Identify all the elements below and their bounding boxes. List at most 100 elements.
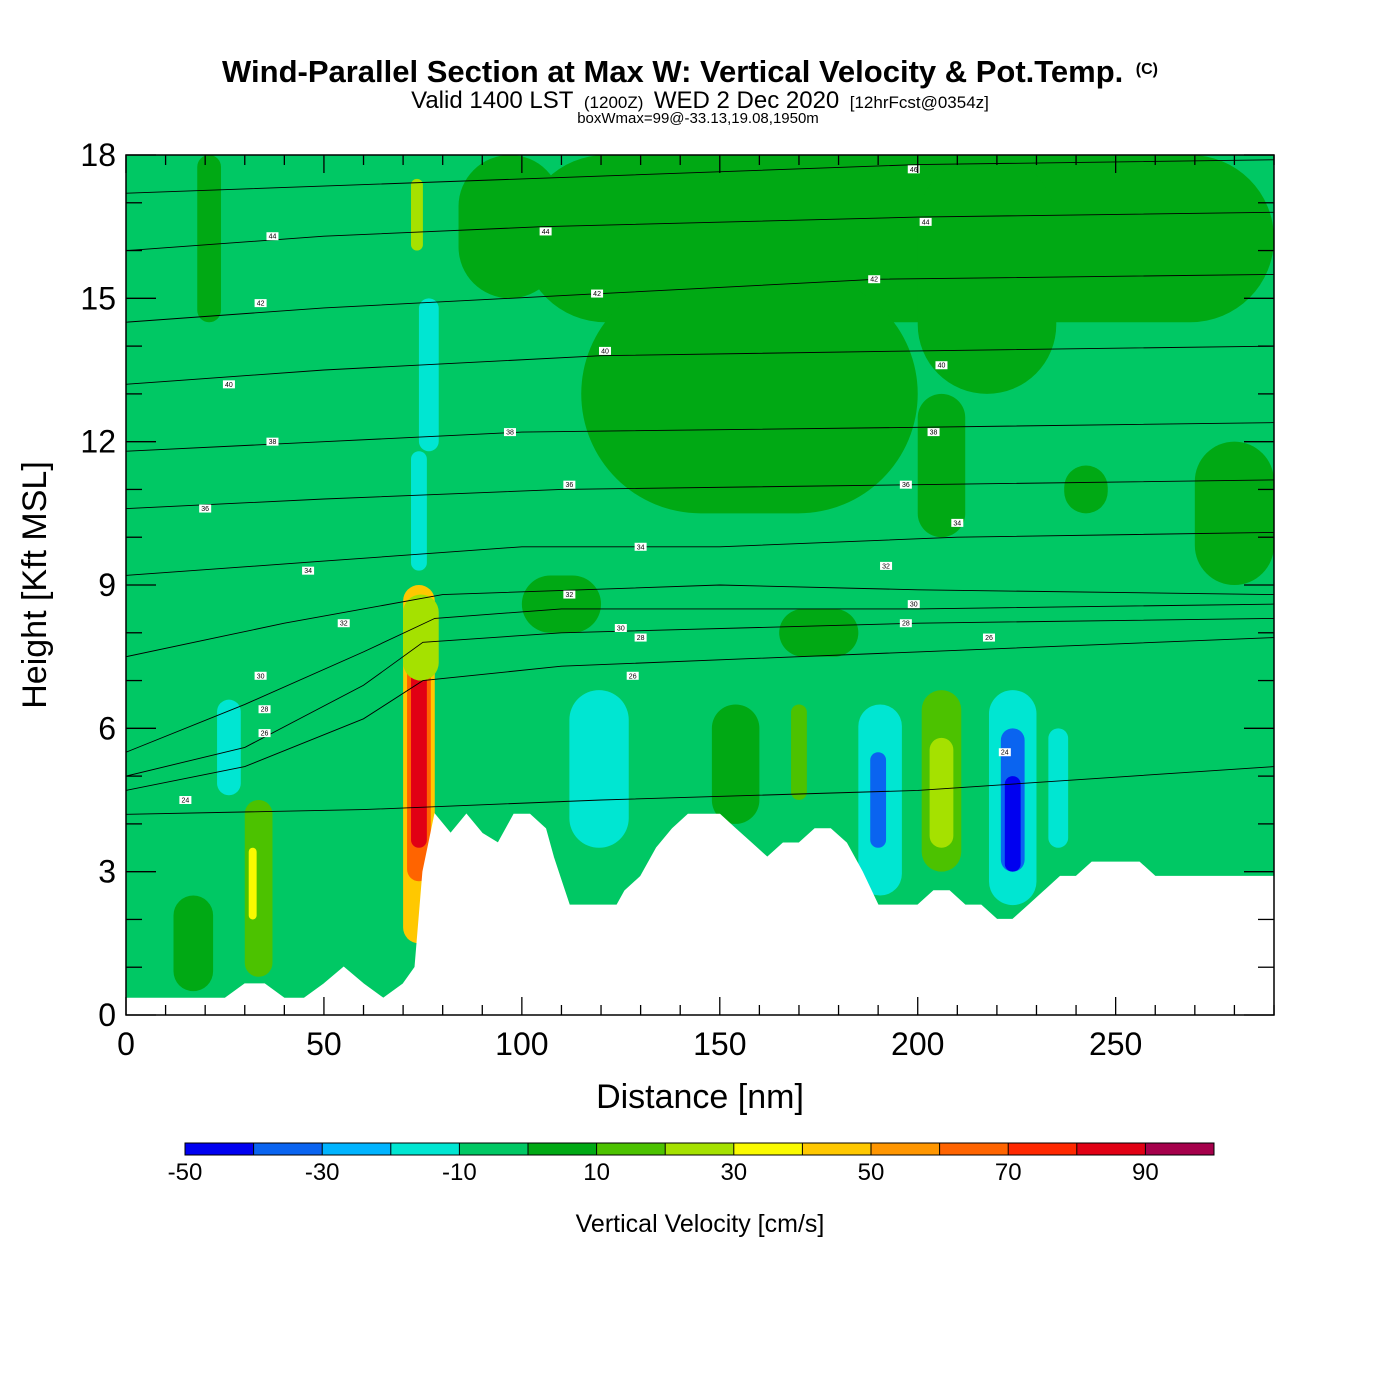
colorbar-swatch [528, 1143, 598, 1155]
isentrope-label: 28 [902, 621, 910, 628]
w-cell [581, 274, 918, 514]
isentrope-label: 26 [629, 673, 637, 680]
colorbar-swatch [802, 1143, 872, 1155]
isentrope-line [126, 637, 1274, 791]
isentrope-label-bg [868, 275, 881, 284]
w-cell [917, 155, 1057, 394]
isentrope-label-bg [563, 590, 576, 599]
y-tick-label: 6 [98, 710, 116, 746]
colorbar-label: Vertical Velocity [cm/s] [576, 1210, 825, 1238]
colorbar-swatch [390, 1143, 460, 1155]
x-tick-label: 150 [693, 1026, 746, 1062]
isentrope-label-bg [626, 671, 639, 680]
y-tick-label: 15 [80, 280, 116, 316]
isentrope-label: 34 [304, 568, 312, 575]
y-tick-label: 0 [98, 997, 116, 1033]
w-cell [791, 704, 807, 800]
w-cell [779, 608, 859, 657]
isentrope-label: 40 [601, 348, 609, 355]
isentrope-label-bg [254, 671, 267, 680]
isentrope-line [126, 479, 1274, 510]
w-cell [403, 594, 439, 681]
isentrope-label-bg [614, 624, 627, 632]
isentrope-label: 32 [340, 621, 348, 628]
x-axis-label: Distance [nm] [596, 1078, 804, 1116]
isentrope-label: 26 [985, 635, 993, 642]
isentrope-label-bg [598, 346, 611, 355]
isentrope-label: 36 [565, 482, 573, 489]
y-axis-label: Height [Kft MSL] [16, 461, 54, 709]
chart-title-mark: (C) [1136, 61, 1158, 78]
isentrope-label: 28 [637, 635, 645, 642]
isentrope-label: 30 [910, 602, 918, 609]
isentrope-label-bg [982, 633, 995, 642]
w-cell [248, 847, 257, 920]
colorbar-tick-label: 90 [1132, 1159, 1159, 1186]
x-tick-label: 200 [891, 1026, 944, 1062]
isentrope-label-bg [634, 542, 647, 551]
w-cell [569, 690, 629, 848]
isentrope-label-bg [254, 299, 267, 308]
isentrope-label-bg [899, 619, 912, 628]
w-cell [197, 155, 222, 323]
isentrope-label: 42 [257, 301, 265, 308]
colorbar-swatch [459, 1143, 529, 1155]
colorbar-swatch [596, 1143, 666, 1155]
isentrope-label: 46 [910, 167, 918, 174]
chart-title-main: Wind-Parallel Section at Max W: Vertical… [222, 54, 1123, 89]
colorbar-swatch [185, 1143, 255, 1155]
w-cell [173, 895, 214, 992]
terrain [126, 813, 1274, 1015]
isentrope-label-bg [266, 232, 279, 241]
subtitle-valid: Valid 1400 LST [411, 87, 574, 114]
colorbar-swatch [1008, 1143, 1078, 1155]
w-cell [870, 752, 887, 848]
w-cell [411, 671, 427, 848]
terrain-mask [126, 813, 1274, 1015]
w-cell [917, 393, 966, 538]
isentrope-label-bg [907, 600, 920, 609]
isentrope-label: 30 [257, 673, 265, 680]
isentrope-label: 24 [1001, 750, 1009, 757]
y-tick-label: 9 [98, 567, 116, 603]
isentrope-label: 42 [593, 291, 601, 298]
isentrope-label-bg [337, 619, 350, 628]
isentrope-label-bg [539, 227, 552, 236]
isentrope-label-bg [951, 518, 964, 527]
isentrope-label: 32 [882, 563, 890, 570]
colorbar-swatch [253, 1143, 323, 1155]
isentrope-label-bg [927, 428, 940, 437]
colorbar-swatch [733, 1143, 803, 1155]
isentrope-label: 38 [269, 439, 277, 446]
isentrope-line [126, 211, 1274, 252]
colorbar-swatch [939, 1143, 1009, 1155]
y-tick-label: 12 [80, 424, 116, 460]
isentrope-label-bg [302, 566, 315, 575]
isentrope-label: 42 [870, 277, 878, 284]
colorbar-tick-label: 30 [720, 1159, 747, 1186]
isentrope-label-bg [907, 165, 920, 174]
isentrope-label: 32 [565, 592, 573, 599]
colorbar-swatch [322, 1143, 392, 1155]
w-cell [411, 178, 423, 251]
isentrope-label-bg [199, 504, 212, 513]
x-tick-label: 0 [117, 1026, 135, 1062]
isentrope-label-bg [935, 361, 948, 370]
isentrope-label-bg [634, 633, 647, 642]
y-tick-label: 3 [98, 854, 116, 890]
w-cell [1004, 776, 1021, 872]
x-tick-label: 100 [495, 1026, 548, 1062]
isentrope-label-bg [998, 748, 1011, 757]
colorbar-tick-label: -10 [442, 1159, 477, 1186]
colorbar-tick-label: 10 [583, 1159, 610, 1186]
colorbar-tick-label: 50 [858, 1159, 885, 1186]
isentrope-label: 44 [542, 229, 550, 236]
w-cell [1194, 441, 1274, 585]
isentrope-label: 28 [261, 707, 269, 714]
isentrope-label-bg [222, 380, 235, 389]
w-cell [411, 451, 427, 571]
isentrope-label-bg [880, 561, 893, 570]
isentrope-label-bg [919, 217, 932, 226]
